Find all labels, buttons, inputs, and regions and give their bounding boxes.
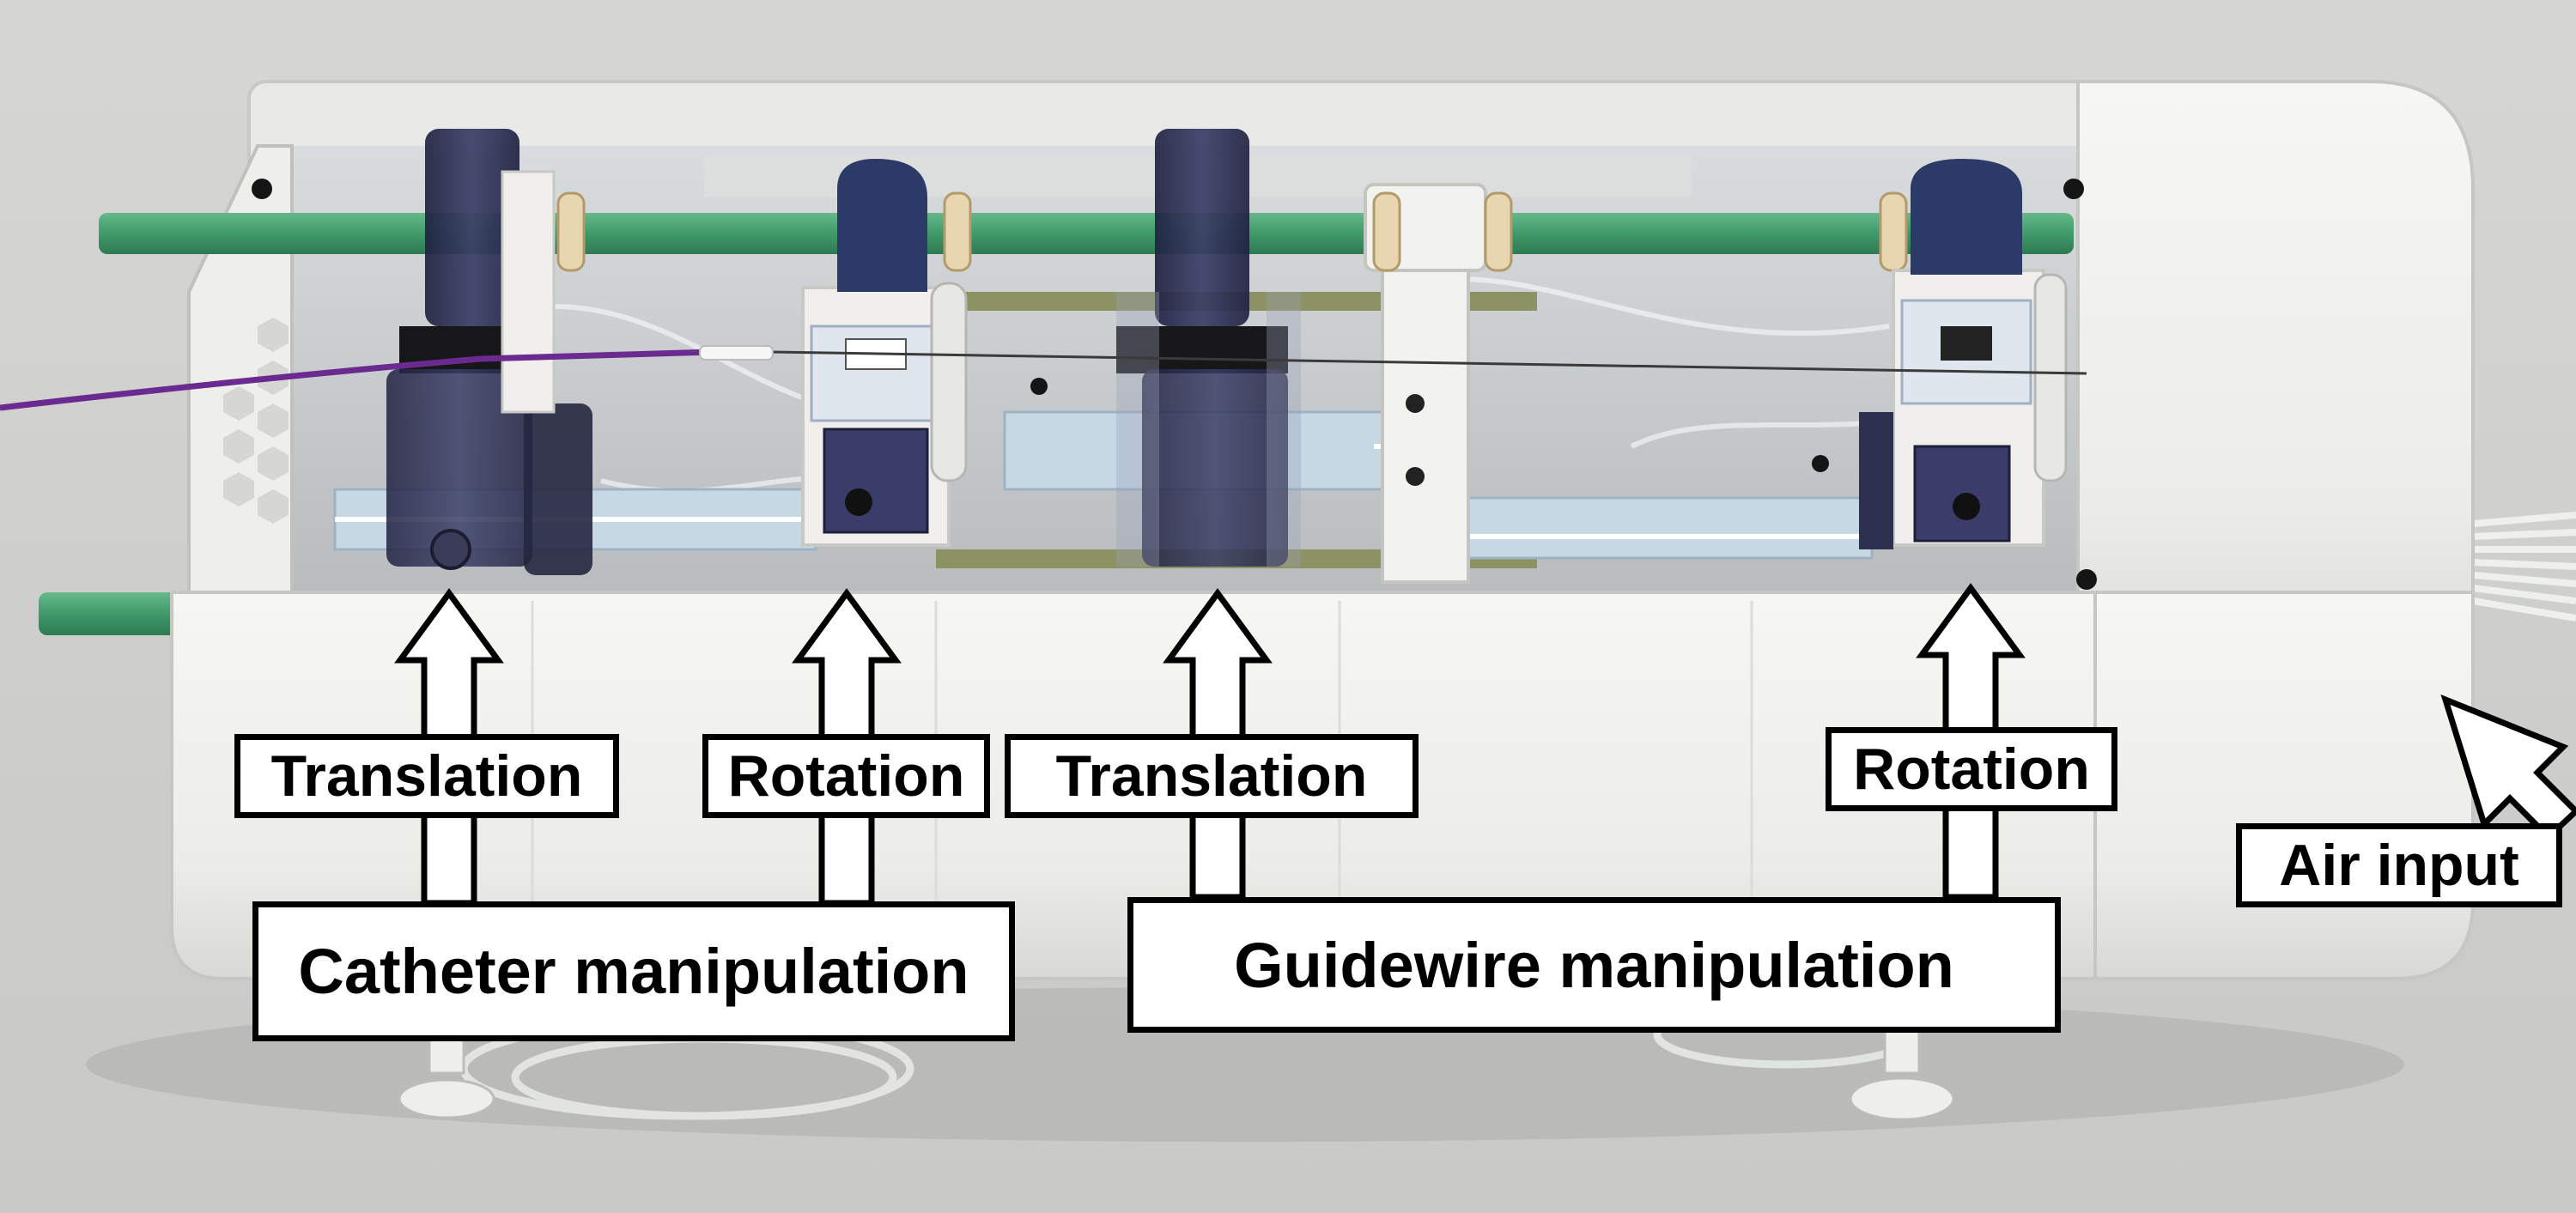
catheter-rotation-text: Rotation xyxy=(727,743,965,809)
top-rod xyxy=(99,213,2074,254)
guidewire xyxy=(772,350,2087,375)
guidewire-rotation-text: Rotation xyxy=(1853,737,2090,802)
catheter-rotation-label: Rotation xyxy=(702,734,990,818)
guidewire-manipulation-text: Guidewire manipulation xyxy=(1234,929,1954,1001)
air-hoses xyxy=(2472,512,2576,622)
air-input-text: Air input xyxy=(2279,833,2519,898)
catheter-hub xyxy=(699,345,774,361)
bearings xyxy=(556,191,1908,272)
air-input-label: Air input xyxy=(2236,823,2562,907)
guidewire-translation-label: Translation xyxy=(1005,734,1419,818)
guidewire-rotation-label: Rotation xyxy=(1826,727,2117,811)
left-frame xyxy=(187,144,294,594)
guidewire-manipulation-label: Guidewire manipulation xyxy=(1127,897,2061,1033)
catheter-translation-text: Translation xyxy=(270,743,583,809)
catheter-manipulation-label: Catheter manipulation xyxy=(252,901,1015,1041)
guidewire-rotation-unit xyxy=(1859,159,2068,549)
arrow-air-input xyxy=(2440,694,2576,841)
feet xyxy=(398,1003,1955,1121)
catheter xyxy=(0,349,714,411)
catheter-manipulation-text: Catheter manipulation xyxy=(298,936,969,1007)
bottom-rod xyxy=(39,592,210,635)
catheter-translation-label: Translation xyxy=(234,734,619,818)
catheter-translation-clamp xyxy=(386,129,592,575)
guidewire-translation-text: Translation xyxy=(1055,743,1368,809)
screws xyxy=(252,179,2097,590)
guidewire-translation-clamp xyxy=(1116,129,1301,567)
